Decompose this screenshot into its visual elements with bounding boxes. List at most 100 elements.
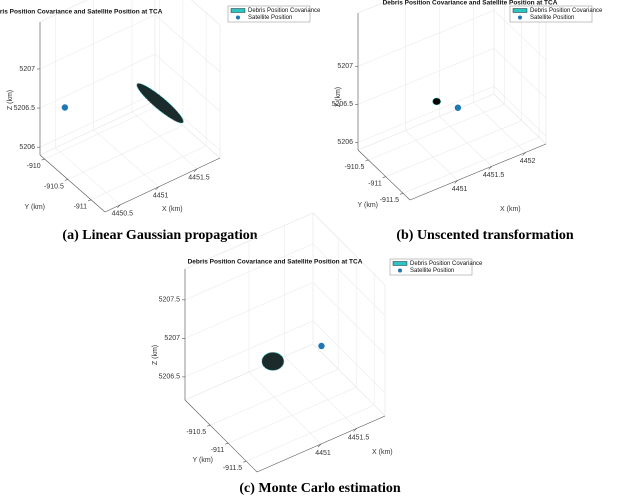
chart-title: Debris Position Covariance and Satellite… bbox=[383, 0, 558, 7]
z-axis-label: Z (km) bbox=[335, 87, 342, 107]
x-tick bbox=[488, 166, 492, 170]
grid-line bbox=[184, 282, 386, 355]
box-edge bbox=[357, 93, 495, 151]
grid-line bbox=[184, 243, 386, 317]
box-edge bbox=[39, 0, 221, 26]
axis-line bbox=[409, 143, 547, 201]
legend-label: Debris Position Covariance bbox=[410, 261, 483, 267]
x-tick-label: 4450.5 bbox=[112, 211, 134, 218]
y-tick bbox=[382, 176, 386, 178]
axis-line bbox=[39, 154, 106, 213]
x-axis-label: X (km) bbox=[162, 206, 183, 213]
grid-line bbox=[184, 320, 386, 394]
x-tick-label: 4451.5 bbox=[348, 434, 370, 441]
grid-line bbox=[246, 274, 375, 462]
z-axis-label: Z (km) bbox=[7, 90, 14, 110]
legend-label: Satellite Position bbox=[248, 15, 292, 21]
covariance-ellipsoid bbox=[136, 83, 184, 124]
box-edge bbox=[312, 343, 386, 417]
grid-line bbox=[228, 256, 357, 444]
z-tick-label: 5206.5 bbox=[159, 374, 181, 381]
z-tick-label: 5206 bbox=[337, 139, 353, 146]
z-tick-label: 5206 bbox=[19, 144, 35, 151]
y-axis-label: Y (km) bbox=[193, 457, 213, 464]
grid-line bbox=[44, 0, 160, 160]
grid-line bbox=[39, 53, 221, 112]
legend-swatch bbox=[236, 15, 240, 20]
grid-line bbox=[210, 238, 339, 426]
y-tick-label: -910.5 bbox=[345, 164, 365, 171]
x-tick bbox=[454, 180, 458, 184]
x-axis-label: X (km) bbox=[500, 206, 521, 213]
covariance-ellipsoid bbox=[432, 97, 442, 106]
grid-line bbox=[284, 225, 357, 429]
grid-line bbox=[368, 0, 505, 161]
grid-line bbox=[405, 0, 458, 181]
y-tick-label: -911 bbox=[211, 447, 225, 454]
legend-label: Satellite Position bbox=[530, 15, 574, 21]
grid-line bbox=[131, 0, 198, 170]
legend-box bbox=[509, 5, 593, 23]
z-tick-label: 5207 bbox=[164, 335, 180, 342]
x-tick bbox=[155, 186, 159, 191]
grid-line bbox=[54, 14, 121, 206]
legend-box bbox=[389, 258, 473, 276]
y-tick bbox=[399, 193, 404, 195]
caption: (c) Monte Carlo estimation bbox=[239, 481, 401, 496]
y-tick-label: -911.5 bbox=[380, 197, 399, 204]
satellite-point bbox=[61, 104, 69, 111]
y-tick bbox=[365, 159, 369, 162]
z-tick-label: 5207 bbox=[337, 63, 353, 70]
legend-label: Satellite Position bbox=[410, 268, 454, 274]
legend-swatch bbox=[512, 8, 528, 13]
box-edge bbox=[39, 100, 156, 156]
y-tick bbox=[207, 424, 211, 427]
x-tick-label: 4451 bbox=[153, 193, 169, 200]
x-tick-label: 4451 bbox=[315, 450, 331, 457]
satellite-point bbox=[318, 342, 325, 350]
x-tick-label: 4451.5 bbox=[483, 172, 505, 179]
grid-line bbox=[357, 86, 547, 143]
grid-line bbox=[67, 0, 184, 180]
grid-line bbox=[90, 12, 207, 201]
x-tick-label: 4451 bbox=[452, 186, 468, 193]
grid-line bbox=[39, 14, 221, 73]
x-tick-label: 4452 bbox=[520, 158, 536, 165]
y-tick bbox=[41, 158, 45, 161]
y-tick-label: -911 bbox=[74, 204, 88, 211]
y-tick-label: -910.5 bbox=[186, 429, 206, 436]
x-tick bbox=[117, 204, 121, 209]
legend-swatch bbox=[398, 268, 402, 273]
y-tick-label: -911.5 bbox=[223, 465, 242, 472]
y-axis-label: Y (km) bbox=[25, 204, 45, 211]
y-tick-label: -910.5 bbox=[44, 183, 64, 190]
grid-line bbox=[385, 0, 523, 177]
legend-label: Debris Position Covariance bbox=[530, 8, 603, 14]
x-tick bbox=[193, 168, 198, 173]
y-tick bbox=[64, 179, 68, 181]
y-axis-label: Y (km) bbox=[358, 202, 378, 209]
grid-line bbox=[402, 0, 540, 194]
z-tick-label: 5207 bbox=[19, 66, 35, 73]
x-tick-label: 4451.5 bbox=[188, 175, 210, 182]
x-axis-label: X (km) bbox=[372, 449, 393, 456]
z-tick-label: 5207.5 bbox=[159, 297, 181, 304]
caption: (a) Linear Gaussian propagation bbox=[62, 228, 257, 243]
legend-label: Debris Position Covariance bbox=[248, 8, 321, 14]
x-tick bbox=[522, 152, 526, 156]
legend-swatch bbox=[392, 261, 408, 266]
grid-line bbox=[248, 241, 322, 445]
box-edge bbox=[493, 93, 547, 145]
x-tick bbox=[353, 428, 357, 432]
z-axis-label: Z (km) bbox=[152, 345, 159, 365]
grid-line bbox=[39, 92, 221, 151]
axis-line bbox=[357, 149, 411, 201]
satellite-point bbox=[454, 104, 462, 111]
grid-line bbox=[439, 0, 492, 167]
z-tick-label: 5206.5 bbox=[332, 101, 354, 108]
y-tick bbox=[225, 442, 229, 445]
y-tick bbox=[243, 460, 247, 463]
axis-line bbox=[184, 399, 258, 473]
grid-line bbox=[357, 47, 547, 105]
